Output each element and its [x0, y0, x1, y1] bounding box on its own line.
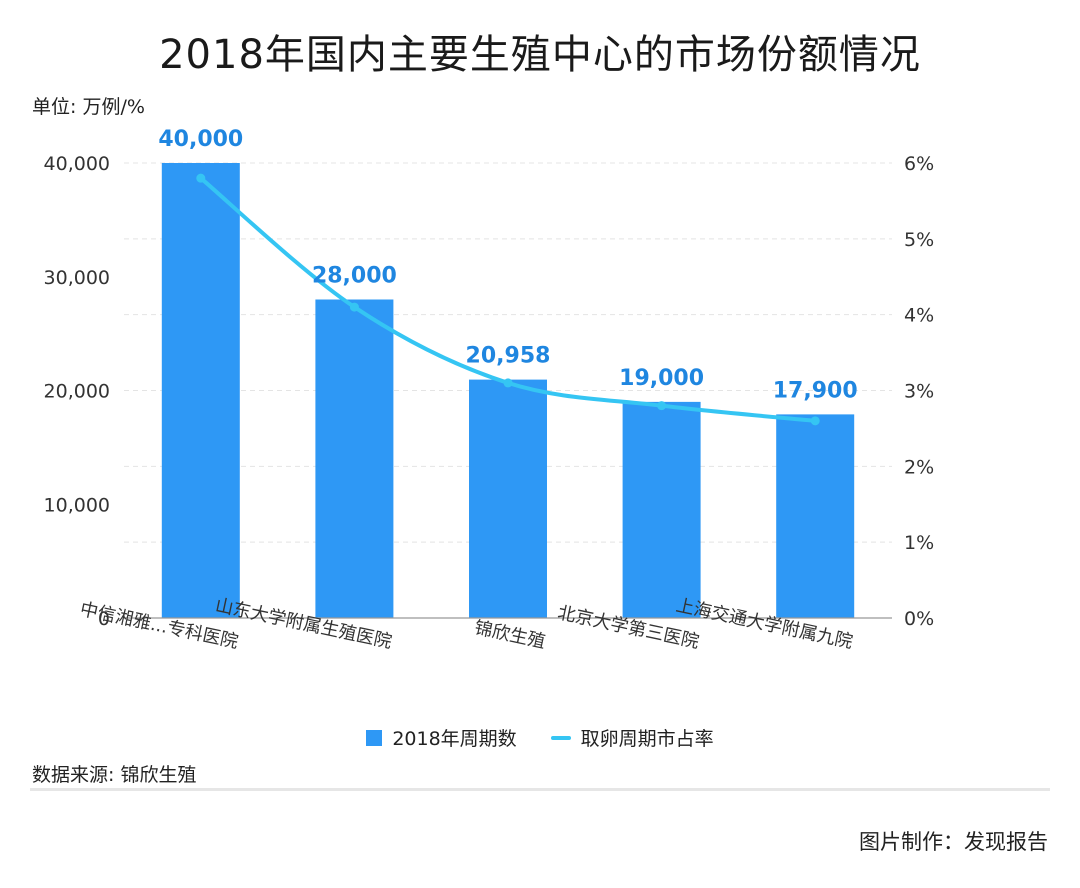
bar-value-label: 20,958	[466, 344, 551, 369]
bar-value-label: 40,000	[158, 127, 243, 152]
y-right-tick-label: 1%	[904, 532, 934, 554]
data-source: 数据来源: 锦欣生殖	[32, 764, 197, 786]
legend-bar-swatch	[366, 729, 383, 746]
bar	[622, 401, 701, 618]
unit-label: 单位: 万例/%	[32, 96, 145, 118]
divider	[30, 788, 1050, 791]
share-point	[810, 416, 820, 426]
legend-label-bars: 2018年周期数	[392, 728, 517, 750]
legend: 2018年周期数 取卵周期市占率	[0, 724, 1080, 751]
y-right-tick-label: 5%	[904, 229, 934, 251]
bar-value-label: 28,000	[312, 264, 397, 289]
legend-item-bars[interactable]: 2018年周期数	[366, 724, 517, 751]
bar	[161, 163, 240, 618]
bar	[776, 414, 855, 618]
share-line	[198, 176, 818, 423]
y-right-tick-label: 0%	[904, 608, 934, 630]
y-right-tick-label: 2%	[904, 456, 934, 478]
image-credit: 图片制作：发现报告	[859, 830, 1048, 854]
bar-value-label: 17,900	[773, 378, 858, 403]
x-tick-label: 锦欣生殖	[473, 616, 548, 652]
bar-line-chart: 40,000 28,000 20,958 19,000 17,900 0 10,000 20…	[44, 127, 935, 653]
y-left-tick-label: 40,000	[44, 153, 110, 175]
y-right-tick-label: 4%	[904, 305, 934, 327]
bar-value-label: 19,000	[619, 366, 704, 391]
share-point	[349, 302, 359, 312]
y-left-tick-label: 0	[98, 608, 110, 630]
y-right-tick-label: 6%	[904, 153, 934, 175]
chart-title: 2018年国内主要生殖中心的市场份额情况	[159, 32, 921, 78]
y-left-tick-label: 30,000	[44, 267, 110, 289]
share-point	[657, 401, 667, 411]
share-point	[196, 173, 206, 183]
y-left-tick-label: 10,000	[44, 494, 110, 516]
y-left-tick-label: 20,000	[44, 381, 110, 403]
bar	[315, 299, 394, 618]
legend-label-line: 取卵周期市占率	[580, 728, 714, 750]
share-point	[503, 378, 513, 388]
legend-line-swatch	[550, 735, 571, 740]
bar	[469, 379, 547, 618]
legend-item-line[interactable]: 取卵周期市占率	[550, 724, 714, 751]
y-right-tick-label: 3%	[904, 381, 934, 403]
